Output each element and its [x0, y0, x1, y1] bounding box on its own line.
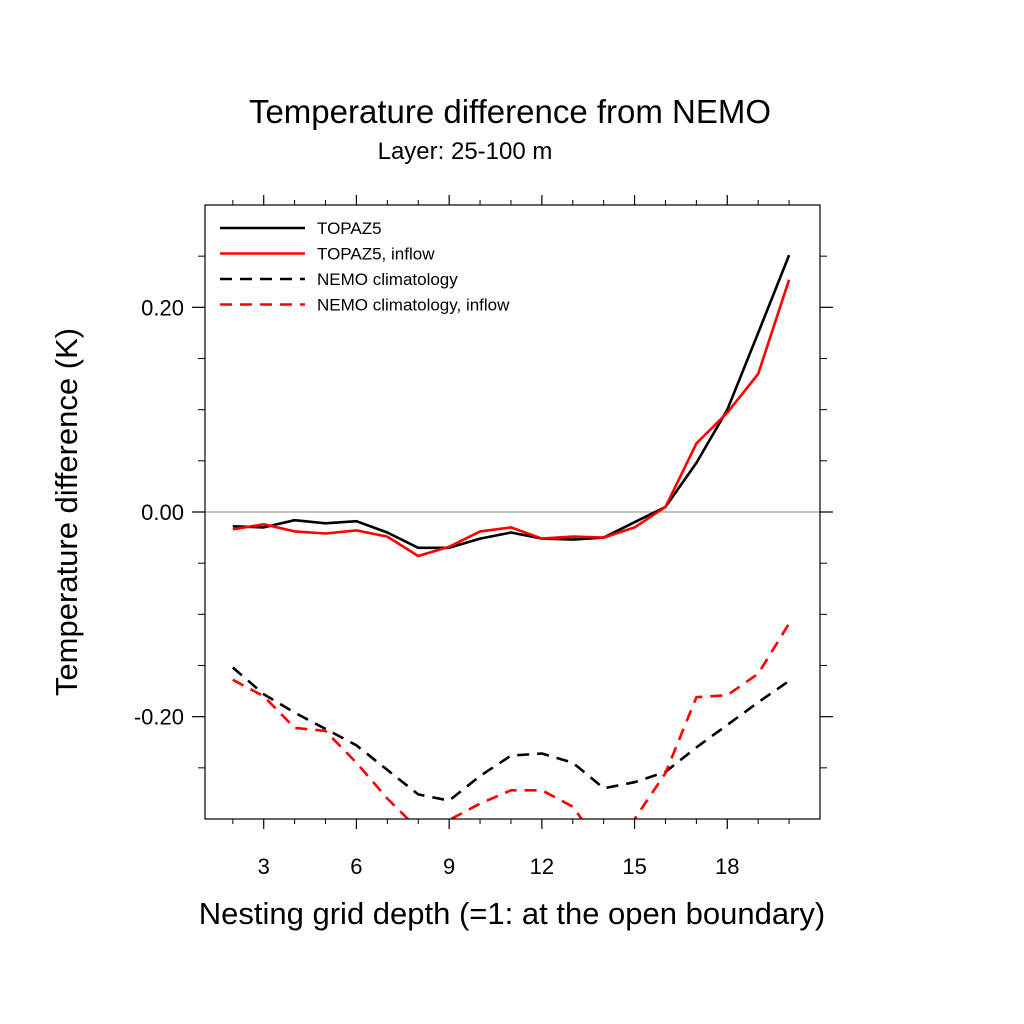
x-tick-label: 6 — [350, 854, 362, 879]
y-tick-label: 0.00 — [141, 500, 184, 525]
series-line-4 — [232, 622, 791, 819]
series-line-1 — [232, 254, 791, 550]
x-tick-label: 15 — [622, 854, 646, 879]
y-tick-label: -0.20 — [134, 705, 184, 730]
x-axis-label: Nesting grid depth (=1: at the open boun… — [199, 896, 825, 931]
legend-label-3: NEMO climatology — [317, 270, 458, 289]
legend-label-2: TOPAZ5, inflow — [317, 245, 435, 264]
x-tick-label: 9 — [443, 854, 455, 879]
y-tick-label: 0.20 — [141, 295, 184, 320]
chart-title: Temperature difference from NEMO — [249, 93, 771, 130]
legend-label-1: TOPAZ5 — [317, 219, 382, 238]
series-line-2 — [232, 279, 791, 558]
x-tick-label: 18 — [715, 854, 739, 879]
legend: TOPAZ5 TOPAZ5, inflow NEMO climatology NEMO… — [220, 219, 510, 315]
chart-subtitle: Layer: 25-100 m — [378, 138, 553, 165]
x-tick-label: 3 — [258, 854, 270, 879]
x-tick-label: 12 — [530, 854, 554, 879]
y-axis-label: Temperature difference (K) — [49, 328, 84, 696]
series-line-3 — [231, 666, 790, 802]
legend-label-4: NEMO climatology, inflow — [317, 296, 510, 315]
